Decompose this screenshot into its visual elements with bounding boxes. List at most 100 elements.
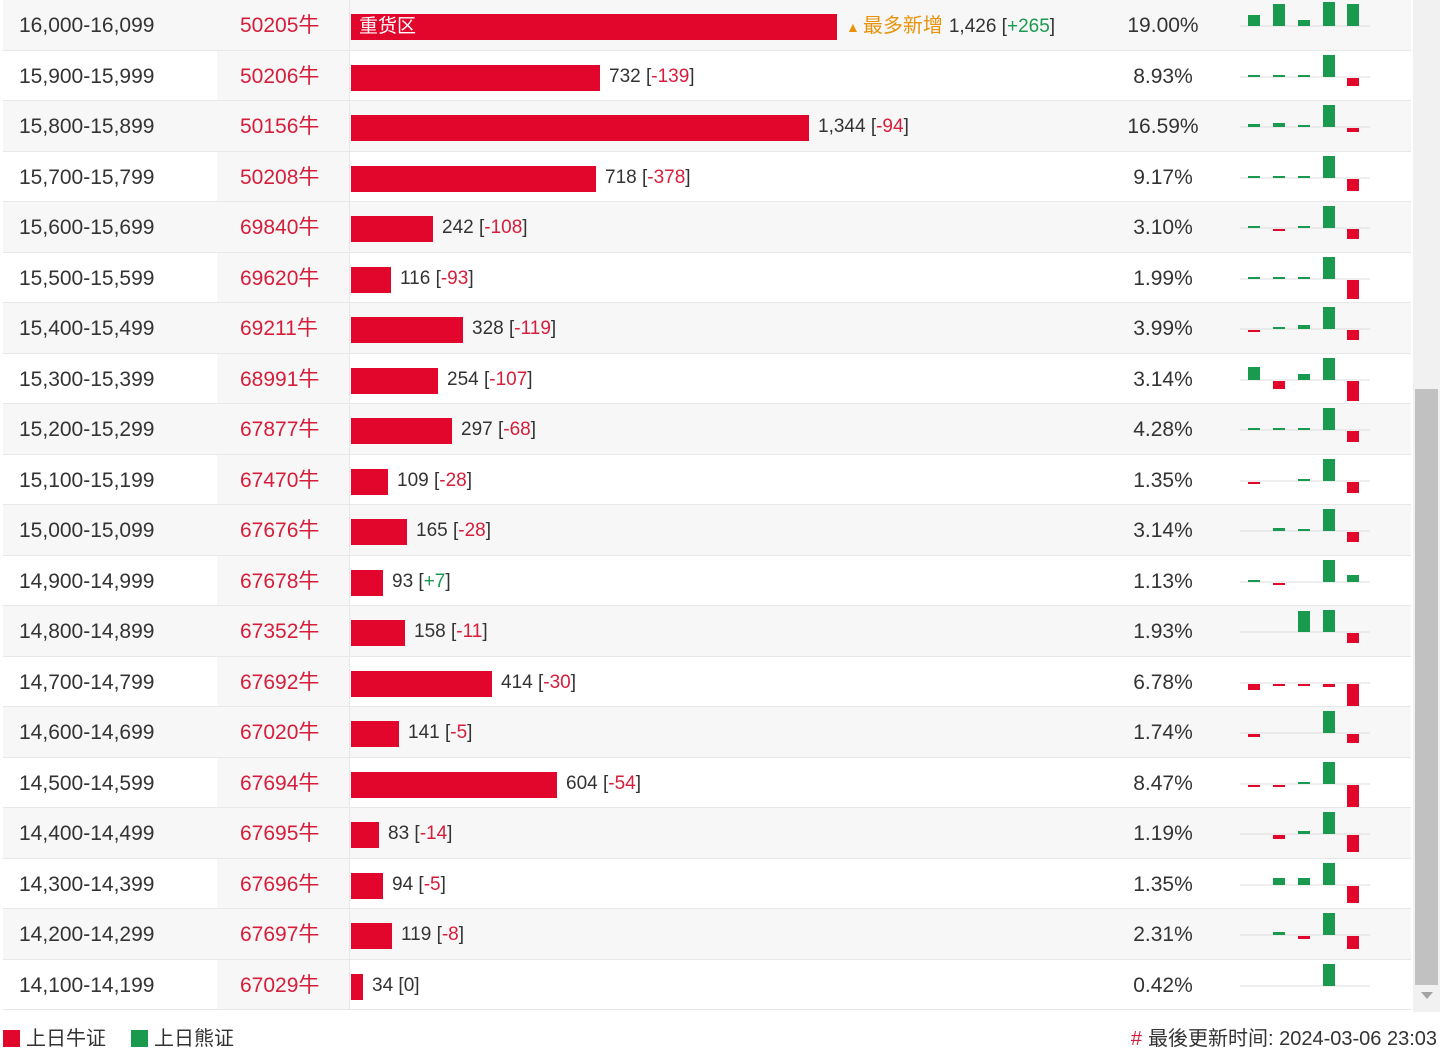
volume-text: 414 [-30]	[501, 671, 577, 693]
warrant-code-link[interactable]: 50208牛	[240, 165, 320, 189]
legend-bear: 上日熊证	[131, 1026, 234, 1052]
bull-bar	[1347, 532, 1359, 542]
scroll-down-arrow-icon[interactable]	[1421, 992, 1433, 999]
bear-bar	[1298, 74, 1310, 77]
warrant-code-link[interactable]: 67470牛	[240, 468, 320, 492]
percent-value: 1.35%	[1133, 468, 1193, 492]
bear-bar	[1273, 327, 1285, 329]
percent-value: 3.14%	[1133, 367, 1193, 391]
volume-change: -119	[514, 318, 551, 339]
table-row[interactable]: 15,100-15,199 67470牛 109 [-28] 1.35%	[3, 454, 1411, 505]
volume-bar	[351, 519, 407, 545]
bear-bar	[1323, 2, 1335, 26]
history-sparkline	[1240, 862, 1370, 903]
percent-value: 6.78%	[1133, 670, 1193, 694]
volume-bar	[351, 266, 391, 293]
table-row[interactable]: 15,700-15,799 50208牛 718 [-378] 9.17%	[3, 151, 1411, 202]
bear-bar	[1273, 428, 1285, 430]
volume-value: 1,426	[948, 16, 997, 37]
table-row[interactable]: 15,800-15,899 50156牛 1,344 [-94] 16.59%	[3, 101, 1411, 152]
bull-bar	[1248, 330, 1260, 332]
code-cell: 69840牛	[217, 202, 350, 252]
table-row[interactable]: 14,900-14,999 67678牛 93 [+7] 1.13%	[3, 555, 1411, 606]
warrant-code-link[interactable]: 67020牛	[240, 721, 320, 744]
bear-bar	[1248, 226, 1260, 228]
table-row[interactable]: 14,500-14,599 67694牛 604 [-54] 8.47%	[3, 757, 1411, 808]
volume-change: -94	[876, 116, 904, 137]
bull-bar	[1347, 279, 1359, 299]
percent-value: 1.93%	[1133, 620, 1193, 643]
volume-change: -93	[440, 267, 469, 289]
volume-value: 165	[416, 520, 448, 541]
warrant-code-link[interactable]: 50205牛	[240, 14, 320, 37]
table-row[interactable]: 15,600-15,699 69840牛 242 [-108] 3.10%	[3, 202, 1411, 253]
bear-bar	[1248, 175, 1260, 178]
warrant-code-link[interactable]: 67695牛	[240, 822, 320, 845]
table-row[interactable]: 16,000-16,099 50205牛 重货区 ▲ 最多新增 1,426 [+265] 1…	[3, 0, 1411, 51]
table-row[interactable]: 15,200-15,299 67877牛 297 [-68] 4.28%	[3, 404, 1411, 455]
volume-text: 109 [-28]	[397, 469, 473, 491]
bear-bar	[1248, 74, 1260, 77]
table-row[interactable]: 14,400-14,499 67695牛 83 [-14] 1.19%	[3, 808, 1411, 859]
table-row[interactable]: 14,600-14,699 67020牛 141 [-5] 1.74%	[3, 707, 1411, 758]
percent-value: 4.28%	[1133, 418, 1193, 441]
warrant-code-link[interactable]: 67678牛	[240, 569, 320, 593]
price-range: 14,300-14,399	[19, 872, 155, 896]
history-sparkline	[1240, 610, 1370, 643]
warrant-code-link[interactable]: 68991牛	[240, 367, 320, 391]
warrant-code-link[interactable]: 69840牛	[240, 216, 320, 239]
code-cell: 67020牛	[217, 707, 350, 757]
bear-bar	[1248, 276, 1260, 279]
table-row[interactable]: 14,300-14,399 67696牛 94 [-5] 1.35%	[3, 858, 1411, 909]
history-sparkline	[1240, 458, 1370, 493]
scrollbar-thumb[interactable]	[1415, 389, 1438, 985]
bear-bar	[1273, 932, 1285, 935]
bear-bar	[1323, 105, 1335, 127]
percent-value: 8.47%	[1133, 771, 1193, 795]
bear-bar	[1323, 357, 1335, 380]
history-sparkline	[1240, 963, 1370, 986]
warrant-code-link[interactable]: 50156牛	[240, 115, 320, 138]
warrant-code-link[interactable]: 67352牛	[240, 620, 320, 643]
percent-value: 1.74%	[1133, 721, 1193, 744]
warrant-code-link[interactable]: 69620牛	[240, 266, 320, 290]
warrant-code-link[interactable]: 67697牛	[240, 923, 320, 946]
bear-bar	[1298, 611, 1310, 632]
price-range: 16,000-16,099	[19, 14, 155, 37]
warrant-code-link[interactable]: 67696牛	[240, 872, 320, 896]
volume-text: 604 [-54]	[566, 772, 642, 794]
table-row[interactable]: 15,900-15,999 50206牛 732 [-139] 8.93%	[3, 50, 1411, 101]
table-row[interactable]: 15,000-15,099 67676牛 165 [-28] 3.14%	[3, 505, 1411, 556]
warrant-code-link[interactable]: 67877牛	[240, 418, 320, 441]
table-row[interactable]: 14,700-14,799 67692牛 414 [-30] 6.78%	[3, 656, 1411, 707]
bear-bar	[1298, 831, 1310, 834]
code-cell: 50206牛	[217, 50, 350, 100]
warrant-code-link[interactable]: 67676牛	[240, 519, 320, 542]
code-cell: 68991牛	[217, 353, 350, 403]
table-row[interactable]: 14,800-14,899 67352牛 158 [-11] 1.93%	[3, 606, 1411, 657]
volume-value: 242	[442, 217, 474, 238]
warrant-code-link[interactable]: 67692牛	[240, 670, 320, 694]
code-cell: 67470牛	[217, 454, 350, 504]
price-range: 14,700-14,799	[19, 670, 155, 694]
history-sparkline	[1240, 559, 1370, 585]
history-sparkline	[1240, 682, 1370, 706]
history-sparkline	[1240, 711, 1370, 743]
warrant-code-link[interactable]: 67694牛	[240, 771, 320, 795]
warrant-code-link[interactable]: 67029牛	[240, 973, 320, 997]
scrollbar[interactable]	[1413, 0, 1440, 1012]
percent-value: 1.19%	[1133, 822, 1193, 845]
volume-bar	[351, 468, 388, 495]
table-row[interactable]: 15,400-15,499 69211牛 328 [-119] 3.99%	[3, 303, 1411, 354]
bull-bar	[1347, 481, 1359, 493]
legend-bear-label: 上日熊证	[154, 1028, 234, 1050]
table-row[interactable]: 14,200-14,299 67697牛 119 [-8] 2.31%	[3, 909, 1411, 960]
bear-bar	[1298, 226, 1310, 228]
table-row[interactable]: 15,300-15,399 68991牛 254 [-107] 3.14%	[3, 353, 1411, 404]
table-row[interactable]: 14,100-14,199 67029牛 34 [0] 0.42%	[3, 959, 1411, 1010]
price-range: 14,400-14,499	[19, 822, 155, 845]
warrant-code-link[interactable]: 50206牛	[240, 64, 320, 88]
table-row[interactable]: 15,500-15,599 69620牛 116 [-93] 1.99%	[3, 252, 1411, 303]
warrant-code-link[interactable]: 69211牛	[240, 317, 318, 340]
bull-bar	[1347, 380, 1359, 401]
